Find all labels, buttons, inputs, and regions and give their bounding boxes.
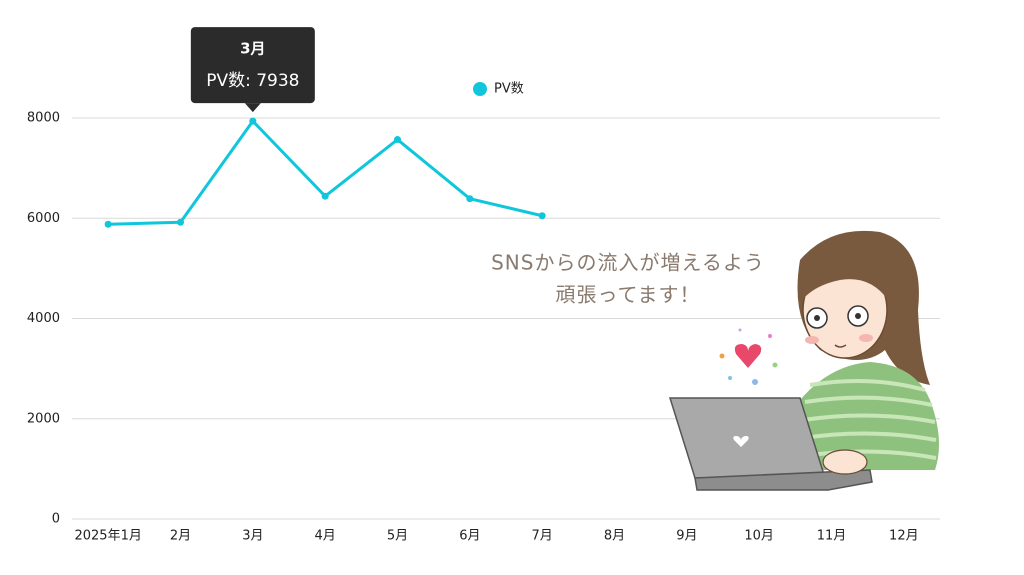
legend-marker [473, 82, 487, 96]
x-tick-label: 3月 [242, 529, 263, 544]
plot: 0 2000 4000 6000 8000 2025年1月 2月 3月 4月 5月 6月 7月 8月 9月… [27, 82, 940, 544]
series-line [108, 119, 543, 226]
data-point [321, 192, 329, 200]
x-tick-label: 8月 [604, 529, 625, 544]
x-tick-label: 2月 [170, 529, 191, 544]
data-point [394, 136, 401, 144]
tooltip-title: 3月 [240, 40, 265, 58]
x-tick-label: 9月 [676, 529, 697, 544]
x-tick-label: 5月 [387, 529, 408, 544]
data-point [104, 220, 112, 228]
y-tick-label: 6000 [27, 211, 60, 226]
y-tick-label: 4000 [27, 311, 60, 326]
data-point [177, 218, 184, 226]
x-tick-label: 7月 [532, 529, 553, 544]
tooltip-arrow [244, 103, 261, 113]
tooltip-text: PV数: 7938 [206, 71, 299, 91]
y-tick-label: 2000 [27, 411, 60, 426]
annotation: 頑張ってます！ [556, 283, 701, 307]
x-tick-label: 11月 [817, 529, 847, 544]
x-tick-label: 12月 [889, 529, 919, 544]
y-tick-label: 8000 [27, 111, 60, 126]
illustration [668, 230, 939, 491]
data-point [538, 212, 546, 220]
data-point [466, 195, 474, 203]
annotation: SNSからの流入が増えるよう [491, 251, 765, 275]
x-tick-label: 6月 [459, 529, 480, 544]
tooltip-box [190, 27, 315, 104]
legend-label: PV数 [494, 82, 524, 97]
data-point [249, 117, 257, 125]
y-tick-label: 0 [52, 512, 60, 527]
x-tick-label: 4月 [315, 529, 336, 544]
x-tick-label: 10月 [744, 529, 774, 544]
x-tick-label: 2025年1月 [74, 529, 141, 544]
